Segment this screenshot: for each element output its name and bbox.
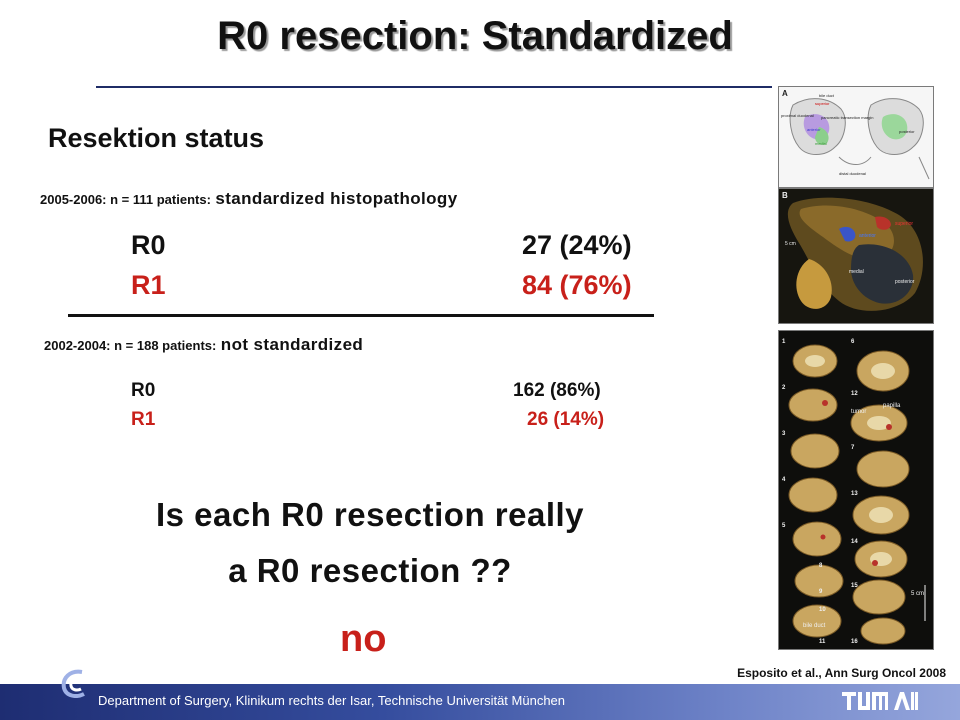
footer-bar: Department of Surgery, Klinikum rechts d… bbox=[0, 684, 960, 720]
figure-c-slice-13: 13 bbox=[851, 491, 858, 497]
answer-text: no bbox=[340, 618, 387, 660]
question-line-1: Is each R0 resection really bbox=[155, 496, 585, 533]
figure-c-slice-4: 4 bbox=[782, 477, 786, 483]
figure-a-panel-letter: A bbox=[782, 89, 788, 98]
group-not-standardized-label: 2002-2004: n = 188 patients: not standar… bbox=[44, 335, 363, 355]
question-line-2: a R0 resection ?? bbox=[228, 552, 512, 589]
standardized-r1-label: R1 bbox=[131, 270, 166, 300]
figure-c-label-scale: 5 cm bbox=[911, 591, 924, 597]
figure-c-slice-3: 3 bbox=[782, 431, 786, 437]
figure-b-label-3: medial bbox=[849, 269, 864, 275]
figure-slices-photo: 1 2 3 4 5 6 7 8 9 10 11 12 13 14 15 16 t… bbox=[778, 330, 934, 650]
figure-b-label-0: superior bbox=[895, 221, 913, 227]
figure-a-label-4: anterior bbox=[807, 127, 821, 132]
figure-c-slice-14: 14 bbox=[851, 539, 858, 545]
figure-c-slice-6: 6 bbox=[851, 339, 855, 345]
group-divider bbox=[68, 314, 654, 317]
not-standardized-r0-value: 162 (86%) bbox=[513, 380, 601, 401]
department-logo-icon bbox=[58, 668, 92, 703]
figure-c-slice-16: 16 bbox=[851, 639, 858, 645]
figure-specimen-photo: B superior anterior 5 cm medial posterio… bbox=[778, 188, 934, 324]
figure-c-label-tumor: tumor bbox=[851, 409, 866, 415]
figure-b-label-2: 5 cm bbox=[785, 241, 796, 247]
group-standardized-label: 2005-2006: n = 111 patients: standardize… bbox=[40, 189, 458, 209]
group-not-standardized-method: not standardized bbox=[220, 335, 364, 354]
group-standardized-period: 2005-2006: n = 111 patients: bbox=[40, 192, 211, 207]
title-underline bbox=[96, 86, 772, 88]
slide-title: R0 resection: Standardized bbox=[217, 14, 733, 58]
figure-c-slice-8: 8 bbox=[819, 563, 823, 569]
figure-c-label-bile-duct: bile duct bbox=[803, 623, 826, 629]
figure-b-label-1: anterior bbox=[859, 233, 876, 239]
figure-a-label-6: posterior bbox=[899, 129, 915, 134]
figure-b-panel-letter: B bbox=[782, 191, 788, 200]
figure-a-label-7: distal duodenal bbox=[839, 171, 866, 176]
not-standardized-r0-label: R0 bbox=[131, 380, 156, 401]
figure-a-label-5: medial bbox=[815, 141, 827, 146]
not-standardized-r1-label: R1 bbox=[131, 409, 156, 430]
not-standardized-r1-value: 26 (14%) bbox=[527, 409, 605, 430]
figure-c-slice-15: 15 bbox=[851, 583, 858, 589]
figure-a-label-2: proximal duodenal bbox=[781, 113, 814, 118]
figure-a-label-0: bile duct bbox=[819, 93, 835, 98]
figure-c-slice-1: 1 bbox=[782, 339, 786, 345]
tum-mri-logo-icon bbox=[842, 690, 918, 719]
specimen-photo-icon: B superior anterior 5 cm medial posterio… bbox=[779, 189, 933, 323]
footer-department-text: Department of Surgery, Klinikum rechts d… bbox=[98, 693, 566, 708]
figure-b-label-4: posterior bbox=[895, 279, 915, 285]
group-standardized-method: standardized histopathology bbox=[215, 189, 458, 208]
schematic-drawing-icon: A bile duct superior proximal duodenal p… bbox=[779, 87, 933, 187]
figure-c-label-papilla: papilla bbox=[883, 403, 901, 409]
standardized-r1-value: 84 (76%) bbox=[522, 270, 632, 300]
figure-c-slice-10: 10 bbox=[819, 607, 826, 613]
figure-c-slice-12: 12 bbox=[851, 391, 858, 397]
figure-c-slice-9: 9 bbox=[819, 589, 823, 595]
slices-photo-icon: 1 2 3 4 5 6 7 8 9 10 11 12 13 14 15 16 t… bbox=[779, 331, 933, 649]
citation: Esposito et al., Ann Surg Oncol 2008 bbox=[737, 666, 946, 680]
figure-a-label-1: superior bbox=[815, 101, 830, 106]
figure-c-slice-7: 7 bbox=[851, 445, 855, 451]
figure-c-slice-5: 5 bbox=[782, 523, 786, 529]
figure-c-slice-2: 2 bbox=[782, 385, 786, 391]
figure-schematic: A bile duct superior proximal duodenal p… bbox=[778, 86, 934, 188]
figure-a-label-3: pancreatic transection margin bbox=[821, 115, 873, 120]
standardized-r0-label: R0 bbox=[131, 230, 166, 260]
group-not-standardized-period: 2002-2004: n = 188 patients: bbox=[44, 338, 217, 353]
section-heading: Resektion status bbox=[48, 123, 265, 153]
standardized-r0-value: 27 (24%) bbox=[522, 230, 632, 260]
figure-c-slice-11: 11 bbox=[819, 639, 826, 645]
